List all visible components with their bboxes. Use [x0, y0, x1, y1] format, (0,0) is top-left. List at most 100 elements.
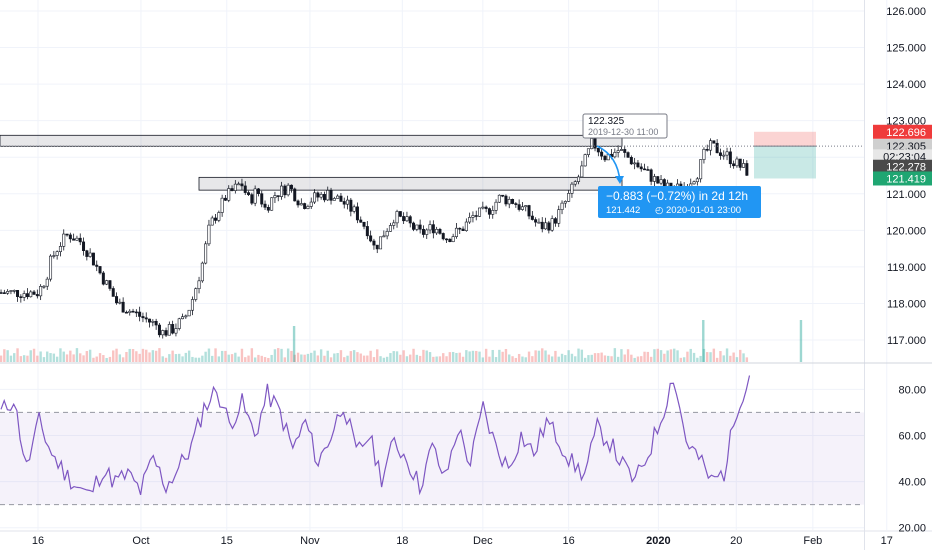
candle-body — [544, 222, 548, 230]
candle — [22, 290, 26, 302]
rsi-layer[interactable] — [0, 375, 864, 506]
candle — [266, 204, 270, 213]
candle-body — [583, 154, 587, 167]
volume-bar — [217, 356, 221, 362]
measure-box[interactable]: −0.883 (−0.72%) in 2d 12h 121.442 ◴ 2020-01… — [598, 186, 761, 218]
candle — [468, 212, 472, 224]
volume-bar — [399, 354, 402, 362]
candle — [514, 202, 518, 208]
volume-bar — [570, 353, 574, 362]
volume-bar — [79, 353, 82, 362]
candle-body — [649, 169, 653, 182]
candle — [197, 276, 201, 294]
candle — [227, 185, 231, 203]
candle — [204, 241, 208, 265]
candle-body — [124, 311, 128, 314]
support-zone[interactable] — [198, 176, 623, 191]
rsi-line[interactable] — [0, 375, 751, 496]
candle-body — [237, 183, 241, 186]
candle — [537, 218, 541, 224]
candle-body — [260, 193, 264, 205]
price-axis-tick: 125.000 — [886, 43, 926, 55]
candle-body — [454, 227, 458, 237]
volume-bar — [148, 352, 151, 362]
candle — [35, 289, 39, 299]
candle — [293, 187, 297, 202]
tooltip-box — [582, 113, 668, 139]
volume-bar — [131, 349, 135, 362]
candle — [0, 289, 3, 294]
candle-body — [738, 158, 742, 168]
volume-bar — [494, 357, 498, 362]
zone-layer[interactable] — [0, 134, 623, 191]
candle-body — [362, 221, 366, 227]
candle-body — [266, 207, 270, 211]
volume-bar — [633, 357, 636, 362]
volume-bar — [630, 354, 633, 362]
candle — [639, 163, 643, 172]
volume-bar — [0, 355, 3, 362]
candle-body — [524, 205, 528, 208]
candle-body — [659, 179, 663, 184]
volume-bar — [564, 355, 567, 362]
volume-bar — [481, 357, 485, 362]
candle-body — [742, 163, 746, 168]
candle-body — [623, 149, 627, 153]
candle — [478, 207, 482, 217]
volume-bar — [105, 357, 108, 362]
candle-layer[interactable] — [0, 134, 749, 339]
candle-body — [629, 157, 633, 165]
volume-bar — [366, 355, 369, 362]
candle-body — [722, 154, 726, 157]
candle-body — [45, 278, 49, 287]
volume-bar — [329, 357, 333, 362]
candle — [636, 159, 640, 169]
candle — [82, 237, 86, 256]
volume-bar — [385, 356, 389, 362]
volume-bar — [418, 355, 422, 362]
candle-body — [200, 262, 204, 282]
candle — [355, 202, 359, 224]
volume-bar — [326, 350, 329, 362]
candle — [583, 153, 587, 167]
candle — [471, 211, 475, 223]
risk-box — [754, 131, 816, 147]
candle — [418, 219, 422, 234]
candle-body — [718, 152, 722, 156]
volume-bar — [286, 348, 290, 362]
volume-bar — [220, 350, 224, 362]
candle-body — [517, 204, 521, 210]
volume-bar — [85, 351, 89, 362]
candle — [586, 148, 590, 158]
candle-body — [128, 310, 132, 313]
candle — [144, 312, 148, 323]
volume-bar — [501, 351, 504, 362]
volume-bar — [273, 349, 277, 362]
volume-bar — [88, 349, 92, 362]
candle — [299, 198, 303, 206]
volume-bar — [204, 351, 207, 362]
volume-bar — [75, 348, 79, 362]
candle-body — [511, 199, 515, 204]
volume-bar — [118, 354, 122, 362]
candle — [520, 201, 524, 211]
resistance-zone[interactable] — [0, 134, 623, 147]
candle-body — [240, 183, 244, 187]
candle-body — [68, 234, 72, 240]
candle-body — [293, 188, 297, 202]
volume-bar — [739, 349, 742, 362]
price-label-121.419: 121.419 — [886, 173, 926, 185]
candle-body — [398, 211, 402, 217]
candle-body — [534, 219, 538, 223]
candle-body — [115, 296, 119, 304]
candle-body — [652, 176, 656, 182]
volume-bar — [554, 350, 557, 362]
volume-bar — [435, 356, 438, 362]
candle — [412, 221, 416, 232]
volume-bar — [673, 348, 676, 362]
